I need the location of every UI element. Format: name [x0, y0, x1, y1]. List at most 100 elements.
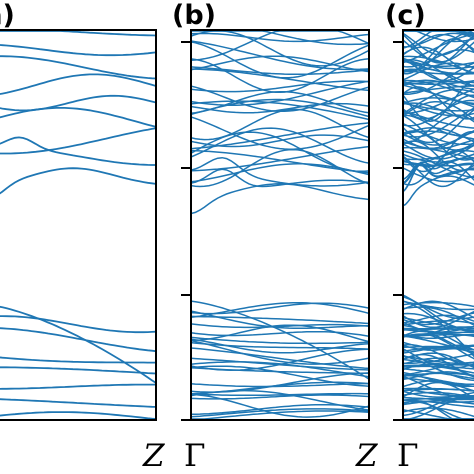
panel-b-conduction-band-14: [191, 100, 369, 121]
panel-c-conduction-band-27: [403, 114, 474, 145]
panel-c-conduction-band-26: [403, 114, 474, 151]
panel-b-conduction-band-24: [191, 55, 369, 73]
panel-b-z-tick-label: Z: [355, 438, 378, 474]
panel-a-label: (a): [0, 0, 15, 31]
panel-a-conduction-band-7: [0, 55, 156, 80]
panel-c-conduction-band-23: [403, 130, 474, 149]
panel-a: (a) Z: [0, 0, 165, 474]
panel-c-valence-band-44: [403, 363, 474, 378]
panel-a-conduction-band-1: [0, 167, 156, 195]
panel-a-conduction-band-4: [0, 107, 156, 128]
panel-c-valence-band-43: [403, 368, 474, 380]
panel-b-conduction-band-20: [191, 80, 369, 93]
panel-c-conduction-band-48: [403, 80, 474, 105]
panel-c-conduction-band-52: [403, 79, 474, 85]
panel-b-valence-band-9: [191, 336, 369, 345]
panel-b-frame: [190, 29, 370, 421]
panel-c-conduction-band-62: [403, 49, 474, 68]
panel-a-conduction-band-3: [0, 127, 156, 155]
panel-c-valence-band-6: [403, 301, 474, 308]
panel-b-conduction-band-11: [191, 122, 369, 150]
panel-b-conduction-band-25: [191, 41, 369, 79]
panel-b-gamma-tick-label: Γ: [184, 438, 206, 474]
panel-b-valence-band-26: [191, 403, 369, 416]
panel-c-conduction-band-42: [403, 88, 474, 115]
panel-c-bands: [403, 30, 474, 420]
panel-b-conduction-band-29: [191, 32, 369, 43]
panel-c-valence-band-69: [403, 407, 474, 418]
panel-a-conduction-band-8: [0, 44, 156, 57]
panel-c-conduction-band-25: [403, 129, 474, 146]
panel-a-valence-band-6: [0, 383, 156, 390]
panel-c-valence-band-25: [403, 333, 474, 360]
panel-a-valence-band-8: [0, 411, 156, 420]
panel-b-conduction-band-18: [191, 85, 369, 113]
panel-a-frame: [0, 29, 157, 421]
panel-b-conduction-band-1: [191, 183, 369, 215]
panel-c-conduction-band-63: [403, 38, 474, 75]
panel-c-conduction-band-39: [403, 102, 474, 112]
panel-c-conduction-band-53: [403, 62, 474, 95]
panel-b-conduction-band-4: [191, 163, 369, 183]
panel-c-valence-band-12: [403, 312, 474, 332]
panel-a-conduction-band-5: [0, 94, 156, 112]
panel-c-conduction-band-9: [403, 167, 474, 183]
panel-c-valence-band-51: [403, 380, 474, 392]
panel-b-valence-band-17: [191, 361, 369, 378]
panel-b-conduction-band-26: [191, 40, 369, 71]
panel-b-label: (b): [172, 0, 216, 31]
panel-c-conduction-band-43: [403, 100, 474, 117]
panel-c-conduction-band-12: [403, 153, 474, 168]
panel-b-valence-band-28: [191, 410, 369, 420]
panel-b-valence-band-1: [191, 300, 369, 380]
panel-c-valence-band-59: [403, 391, 474, 399]
panel-c-conduction-band-22: [403, 127, 474, 143]
panel-c-conduction-band-10: [403, 150, 474, 179]
panel-c-conduction-band-61: [403, 46, 474, 74]
panel-c-valence-band-30: [403, 346, 474, 354]
panel-a-conduction-band-2: [0, 136, 156, 166]
panel-c-valence-band-64: [403, 395, 474, 420]
panel-c: (c) Γ: [385, 0, 474, 474]
panel-b-conduction-band-7: [191, 145, 369, 172]
panel-c-conduction-band-64: [403, 57, 474, 70]
panel-c-valence-band-29: [403, 344, 474, 354]
panel-a-conduction-band-6: [0, 73, 156, 95]
panel-b-valence-band-22: [191, 392, 369, 397]
panel-b-conduction-band-12: [191, 116, 369, 150]
panel-c-conduction-band-18: [403, 143, 474, 160]
panel-c-valence-band-47: [403, 374, 474, 386]
panel-c-conduction-band-65: [403, 31, 474, 73]
panel-c-valence-band-23: [403, 330, 474, 351]
panel-c-conduction-band-21: [403, 144, 474, 161]
panel-c-frame: [402, 29, 474, 421]
panel-a-conduction-band-9: [0, 30, 156, 37]
panel-c-conduction-band-69: [403, 39, 474, 63]
panel-c-valence-band-49: [403, 372, 474, 377]
panel-b-conduction-band-16: [191, 102, 369, 114]
panel-c-valence-band-28: [403, 345, 474, 351]
panel-c-conduction-band-75: [403, 30, 474, 43]
panel-c-conduction-band-37: [403, 88, 474, 115]
panel-c-valence-band-11: [403, 314, 474, 324]
panel-b-conduction-band-9: [191, 127, 369, 164]
panel-c-gamma-tick-label: Γ: [397, 438, 419, 474]
panel-c-valence-band-60: [403, 397, 474, 401]
panel-c-label: (c): [385, 0, 426, 31]
panel-c-valence-band-62: [403, 397, 474, 405]
panel-c-valence-band-56: [403, 381, 474, 400]
panel-c-conduction-band-30: [403, 109, 474, 144]
panel-c-valence-band-22: [403, 324, 474, 356]
panel-b-valence-band-18: [191, 365, 369, 387]
panel-c-conduction-band-71: [403, 32, 474, 48]
panel-b-valence-band-25: [191, 393, 369, 418]
panel-c-valence-band-66: [403, 400, 474, 420]
panel-c-conduction-band-1: [403, 175, 474, 207]
panel-a-valence-band-7: [0, 398, 156, 408]
panel-a-valence-band-4: [0, 356, 156, 364]
panel-c-conduction-band-41: [403, 80, 474, 122]
panel-b-valence-band-12: [191, 339, 369, 365]
panel-a-valence-band-3: [0, 327, 156, 353]
panel-c-valence-band-52: [403, 390, 474, 398]
